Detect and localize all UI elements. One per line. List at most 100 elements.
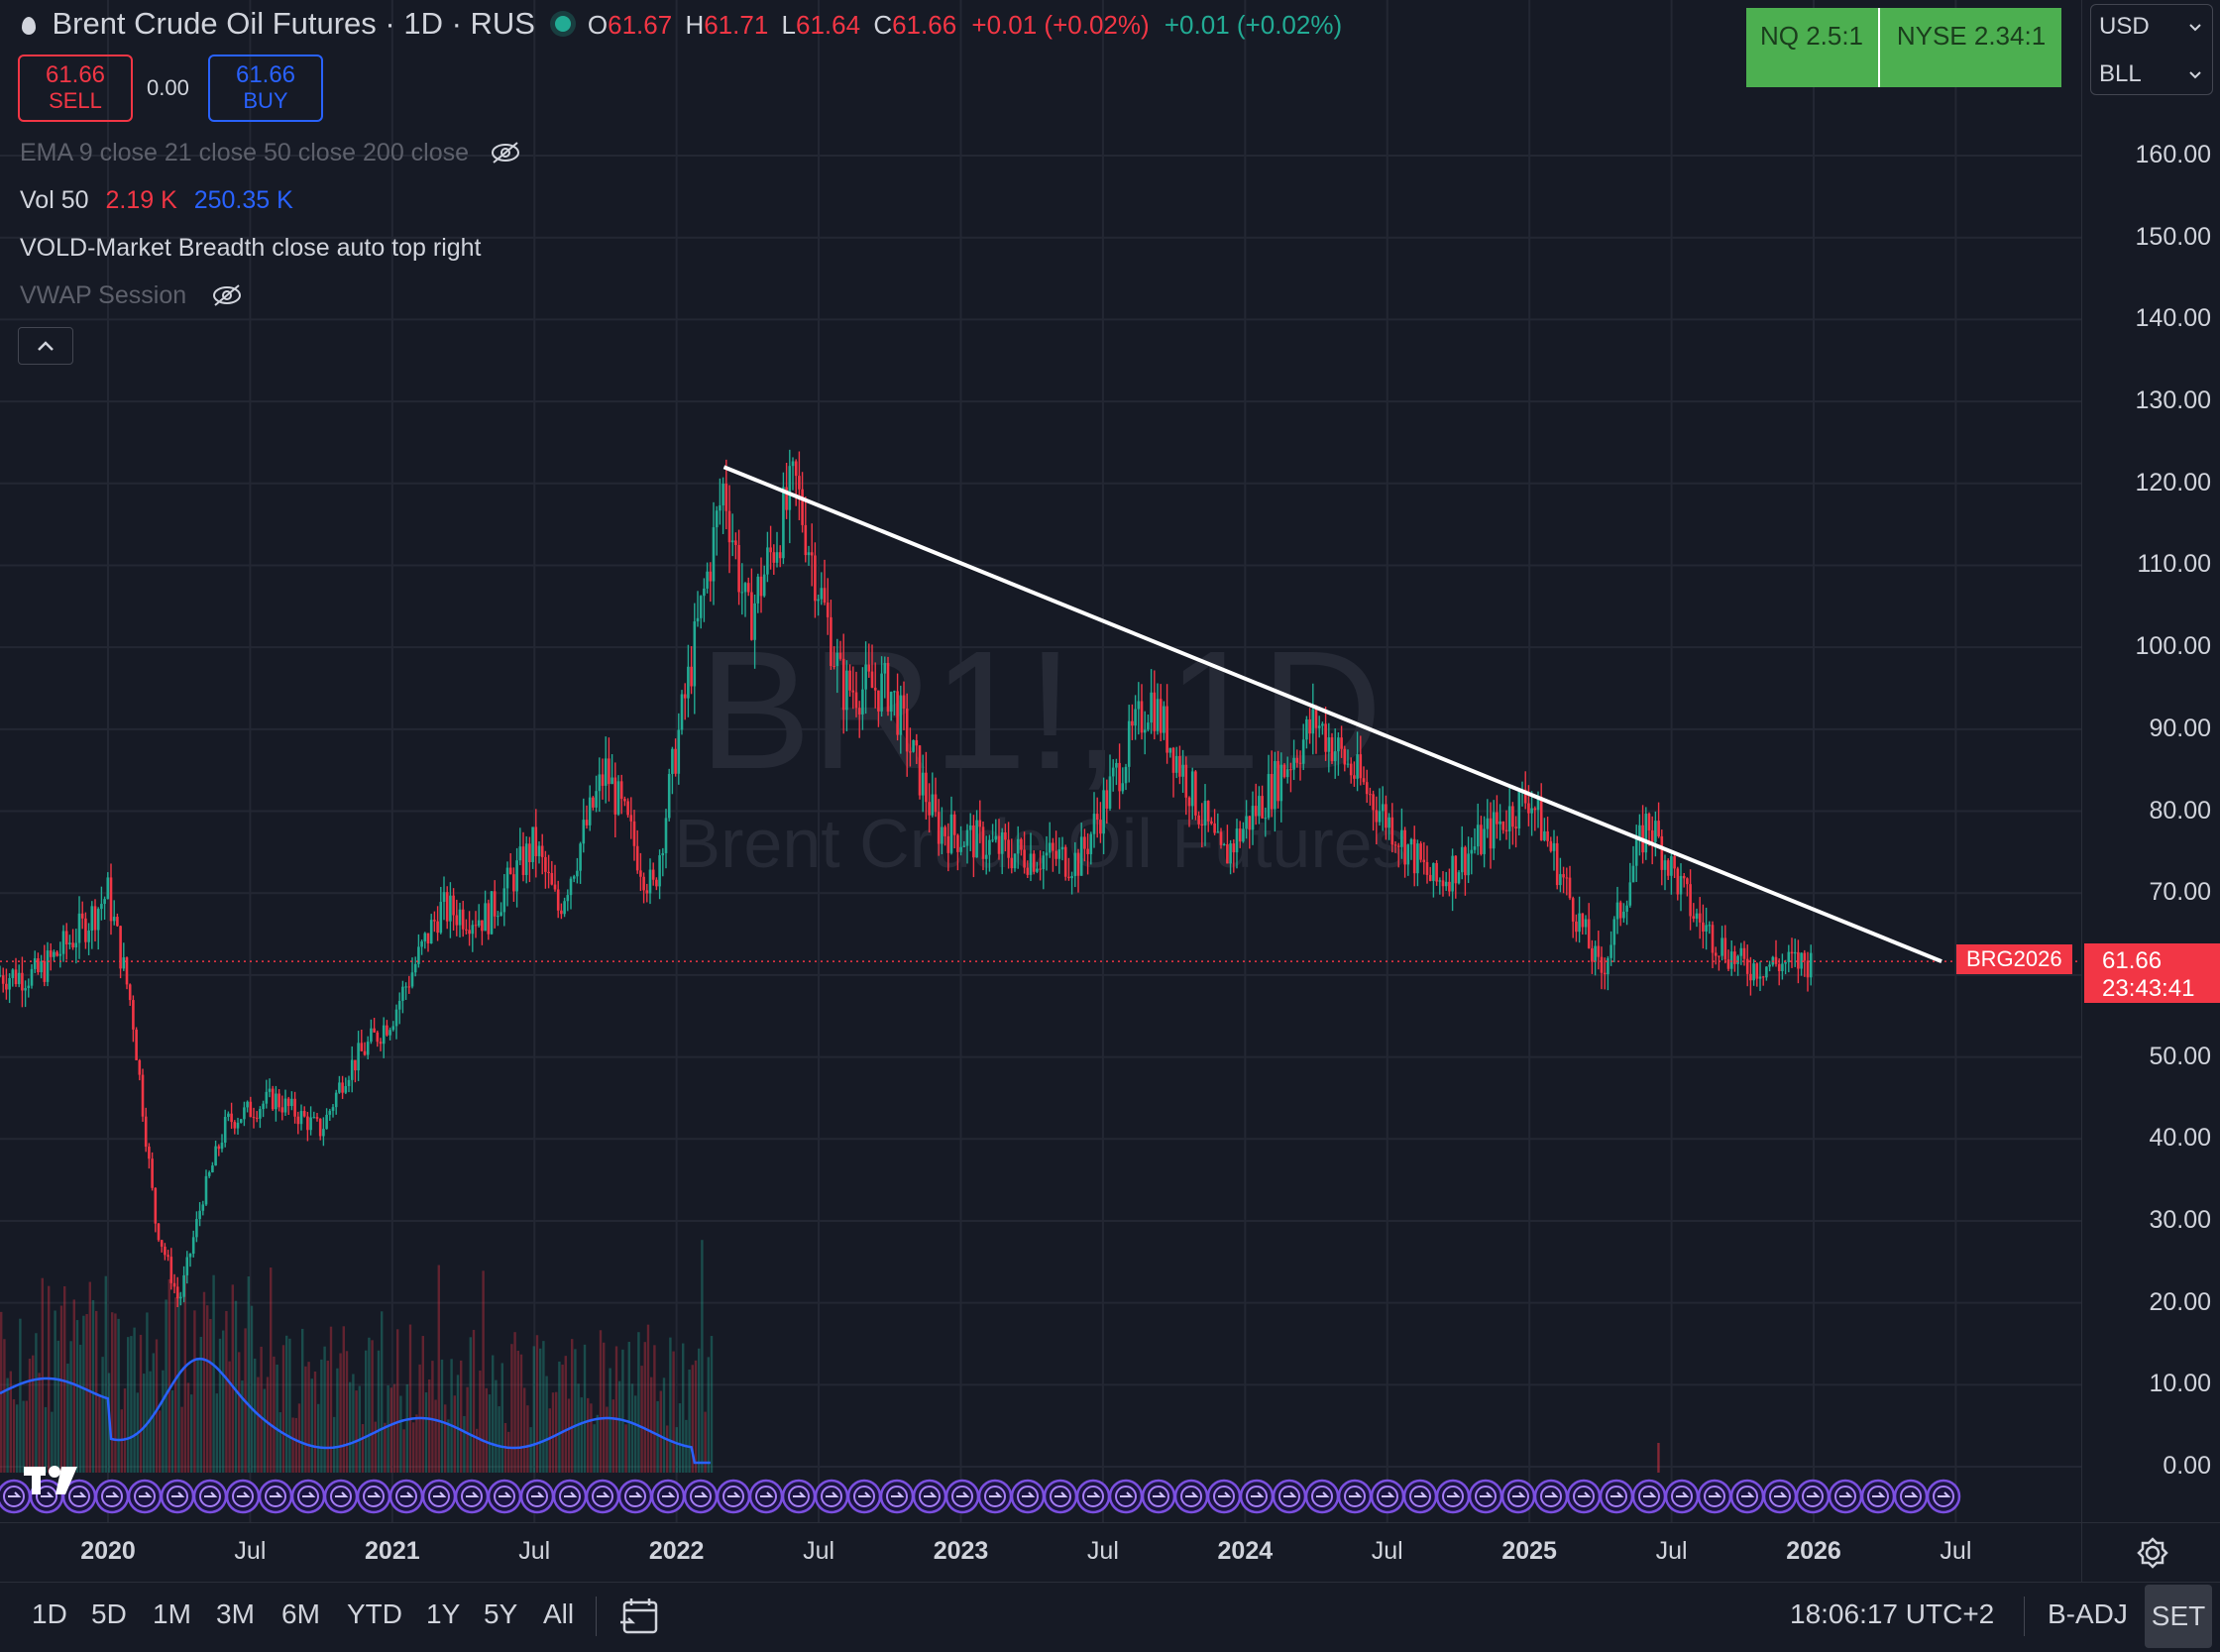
volume-bar xyxy=(313,1371,317,1473)
candle-body xyxy=(569,878,573,896)
currency-select[interactable]: USD BLL xyxy=(2090,4,2213,95)
time-axis[interactable]: 2020 Jul 2021 Jul 2022 Jul 2023 Jul 2024 Jul 2025 J… xyxy=(0,1522,2081,1583)
volume-bar xyxy=(143,1374,146,1473)
event-marker-icon xyxy=(1500,1479,1536,1514)
event-marker-icon xyxy=(258,1479,293,1514)
volume-bar xyxy=(539,1348,542,1473)
range-button-ytd[interactable]: YTD xyxy=(347,1598,402,1629)
range-button-3m[interactable]: 3M xyxy=(216,1598,255,1629)
candle-body xyxy=(997,835,1001,854)
candle-body xyxy=(1390,817,1394,845)
candle-body xyxy=(671,748,674,775)
volume-bar xyxy=(529,1427,532,1473)
clock-timezone[interactable]: 18:06:17 UTC+2 xyxy=(1790,1598,1995,1629)
candle-body xyxy=(1,975,5,984)
volume-bar xyxy=(215,1393,218,1473)
indicator-vold[interactable]: VOLD-Market Breadth close auto top right xyxy=(20,234,482,262)
candle-body xyxy=(410,972,414,987)
chart-area[interactable]: BR1!, 1D Brent Crude Oil Futures Brent C… xyxy=(0,0,2081,1522)
candle-body xyxy=(429,920,433,944)
symbol-title[interactable]: Brent Crude Oil Futures · 1D · RUS xyxy=(52,6,535,41)
volume-bar xyxy=(323,1346,326,1473)
range-button-6m[interactable]: 6M xyxy=(281,1598,320,1629)
indicator-vwap[interactable]: VWAP Session xyxy=(20,281,243,310)
volume-bar xyxy=(516,1350,519,1473)
candle-body xyxy=(737,544,740,593)
range-button-5d[interactable]: 5D xyxy=(91,1598,127,1629)
volume-bar xyxy=(127,1337,130,1473)
volume-bar xyxy=(532,1346,535,1473)
event-marker-icon xyxy=(716,1479,751,1514)
volume-bar xyxy=(542,1341,545,1473)
volume-bar xyxy=(12,1398,16,1473)
volume-bar xyxy=(183,1274,186,1473)
price-axis[interactable]: USD BLL 160.00 150.00 140.00 130.00 120.00 11… xyxy=(2081,0,2220,1522)
session-button[interactable]: SET xyxy=(2145,1585,2212,1648)
back-adjust-toggle[interactable]: B-ADJ xyxy=(2048,1598,2128,1629)
range-button-1y[interactable]: 1Y xyxy=(426,1598,461,1629)
candle-body xyxy=(785,487,788,510)
volume-bar xyxy=(593,1424,596,1473)
volume-bar xyxy=(551,1392,555,1473)
event-marker-icon xyxy=(127,1479,163,1514)
candle-body xyxy=(1470,849,1474,854)
candle-body xyxy=(1048,842,1052,853)
candle-body xyxy=(699,596,703,618)
candle-body xyxy=(1076,852,1080,876)
candle-body xyxy=(445,892,449,922)
candle-body xyxy=(1726,959,1730,969)
indicator-ema[interactable]: EMA 9 close 21 close 50 close 200 close xyxy=(20,139,521,167)
candle-body xyxy=(1036,868,1039,872)
candle-body xyxy=(312,1117,316,1119)
chart-settings-button[interactable] xyxy=(2081,1522,2220,1582)
hidden-eye-icon[interactable] xyxy=(490,141,521,165)
candle-body xyxy=(1552,842,1556,851)
candle-body xyxy=(753,603,756,640)
candle-body xyxy=(347,1079,351,1086)
volume-bar xyxy=(234,1300,238,1473)
candle-body xyxy=(703,588,706,597)
candle-body xyxy=(1340,737,1343,749)
candle-body xyxy=(169,1257,173,1283)
candle-body xyxy=(619,781,623,800)
event-marker-icon xyxy=(748,1479,784,1514)
candle-body xyxy=(1631,865,1635,883)
candle-body xyxy=(1311,709,1315,734)
volume-bar xyxy=(355,1390,358,1473)
candle-body xyxy=(899,695,903,735)
candle-body xyxy=(360,1043,364,1051)
range-button-5y[interactable]: 5Y xyxy=(484,1598,518,1629)
volume-bar xyxy=(472,1329,476,1473)
hidden-eye-icon[interactable] xyxy=(211,283,243,307)
price-tick: 30.00 xyxy=(2149,1205,2211,1234)
candle-body xyxy=(325,1114,328,1130)
buy-button[interactable]: 61.66 BUY xyxy=(208,55,323,122)
candle-body xyxy=(1568,877,1572,899)
tradingview-logo[interactable] xyxy=(22,1461,91,1503)
price-tick: 110.00 xyxy=(2137,550,2211,579)
volume-bar xyxy=(704,1411,707,1473)
event-marker-icon xyxy=(487,1479,522,1514)
indicator-volume[interactable]: Vol 50 2.19 K 250.35 K xyxy=(20,186,293,214)
event-marker-icon xyxy=(1239,1479,1275,1514)
time-tick: 2023 xyxy=(933,1537,989,1565)
date-range-button[interactable] xyxy=(618,1595,662,1643)
range-button-all[interactable]: All xyxy=(543,1598,575,1629)
candle-body xyxy=(96,909,100,931)
candle-body xyxy=(1527,803,1530,814)
sell-button[interactable]: 61.66 SELL xyxy=(18,55,133,122)
collapse-legend-button[interactable] xyxy=(18,327,73,365)
candle-body xyxy=(1457,872,1461,884)
candle-body xyxy=(322,1129,325,1137)
candle-body xyxy=(1242,828,1245,842)
range-button-1d[interactable]: 1D xyxy=(32,1598,67,1629)
price-chart[interactable]: BR1!, 1D Brent Crude Oil Futures xyxy=(0,0,2081,1522)
candle-body xyxy=(550,872,554,885)
range-button-1m[interactable]: 1M xyxy=(153,1598,191,1629)
candle-body xyxy=(1150,692,1153,723)
candle-body xyxy=(798,476,801,490)
event-marker-icon xyxy=(1828,1479,1863,1514)
volume-bar xyxy=(555,1391,558,1473)
candle-body xyxy=(68,942,71,944)
calendar-goto-icon xyxy=(620,1598,658,1634)
